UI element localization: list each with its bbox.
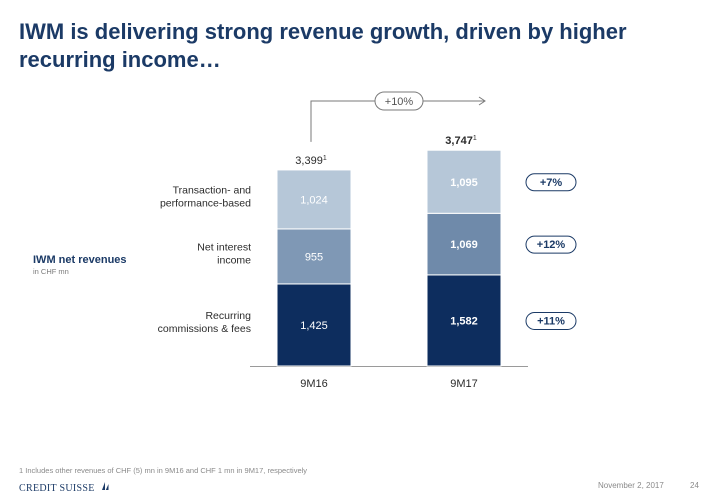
series-label: Transaction- and xyxy=(173,184,252,196)
footnote: 1 Includes other revenues of CHF (5) mn … xyxy=(19,466,308,475)
growth-label: +7% xyxy=(540,177,563,189)
y-axis-unit: in CHF mn xyxy=(33,267,69,276)
bar-segment xyxy=(426,212,502,276)
data-label: 1,095 xyxy=(450,177,478,189)
series-label: commissions & fees xyxy=(158,323,251,335)
data-label: 1,024 xyxy=(300,194,328,206)
bar-segment xyxy=(276,169,352,230)
date: November 2, 2017 xyxy=(598,481,664,490)
total-footnote-marker: 1 xyxy=(323,155,327,162)
page-number: 24 xyxy=(690,481,699,490)
data-label: 1,069 xyxy=(450,239,478,251)
total-growth-label: +10% xyxy=(385,96,414,108)
page-title: IWM is delivering strong revenue growth,… xyxy=(19,19,627,72)
total-footnote-marker: 1 xyxy=(473,135,477,142)
series-label: Net interest xyxy=(197,241,251,253)
series-label: income xyxy=(217,254,251,266)
total-growth-pill xyxy=(374,91,424,111)
series-label: Recurring xyxy=(205,310,251,322)
series-label: performance-based xyxy=(160,197,251,209)
bar-segment xyxy=(276,283,352,367)
bar-segment xyxy=(426,149,502,214)
growth-bracket xyxy=(310,100,484,142)
x-tick-label: 9M16 xyxy=(300,378,328,390)
growth-arrowhead xyxy=(478,96,486,106)
y-axis-label: IWM net revenues xyxy=(33,254,127,266)
growth-pill xyxy=(525,311,577,330)
x-tick-label: 9M17 xyxy=(450,378,478,390)
data-label: 955 xyxy=(305,251,323,263)
growth-pill xyxy=(525,235,577,254)
growth-pill xyxy=(525,173,577,192)
bar-segment xyxy=(276,228,352,285)
sails-icon xyxy=(101,482,108,490)
growth-label: +11% xyxy=(537,315,565,327)
logo-text: CREDIT SUISSE xyxy=(19,483,95,494)
total-label: 3,3991 xyxy=(295,155,327,167)
data-label: 1,582 xyxy=(450,315,478,327)
data-label: 1,425 xyxy=(300,320,328,332)
growth-label: +12% xyxy=(537,239,566,251)
credit-suisse-logo: CREDIT SUISSE xyxy=(19,481,110,494)
bar-segment xyxy=(426,274,502,367)
total-label: 3,7471 xyxy=(445,135,477,147)
